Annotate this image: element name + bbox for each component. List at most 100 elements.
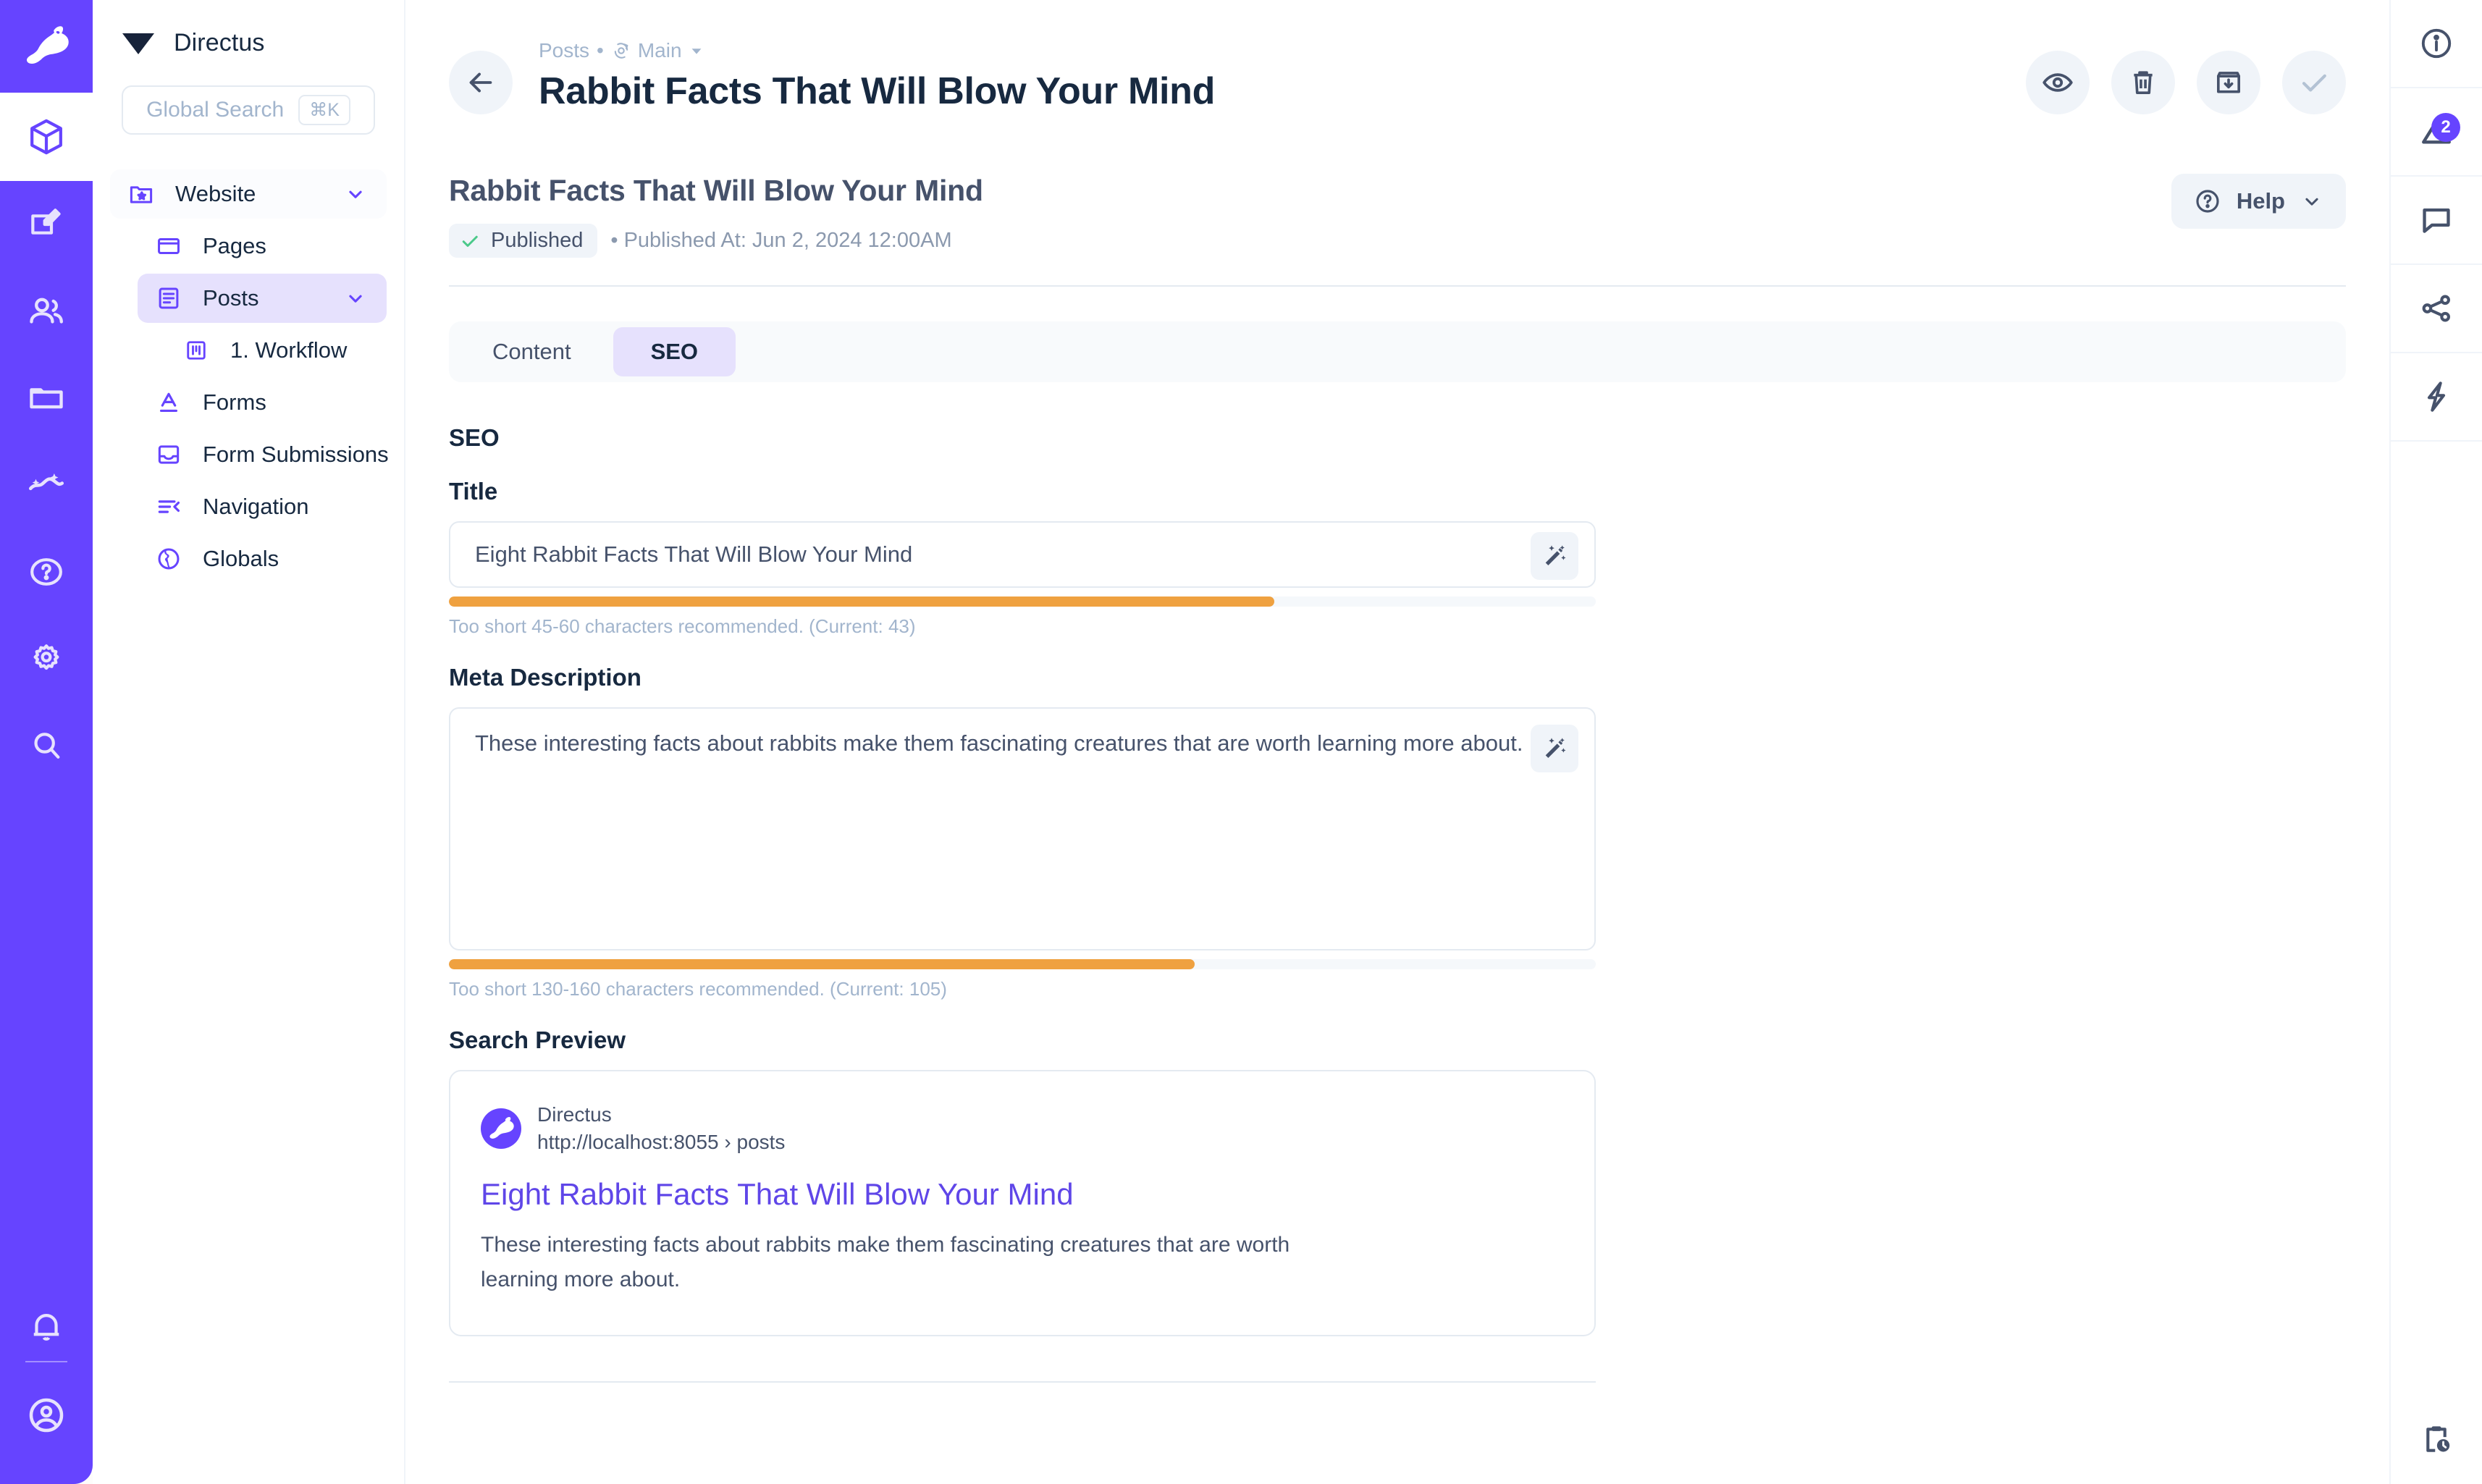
seo-title-input[interactable]: Eight Rabbit Facts That Will Blow Your M… [449,521,1596,588]
kanban-icon [181,335,211,366]
title-progress-track [449,596,1596,607]
search-shortcut-badge: ⌘K [298,94,350,126]
global-search-wrap: Global Search ⌘K [93,85,404,135]
module-item-settings[interactable] [0,615,93,702]
avatar [481,1108,521,1149]
header-divider [449,285,2346,287]
module-item-insights[interactable] [0,442,93,528]
account-button[interactable] [25,1390,68,1441]
edit-square-icon [31,208,61,235]
archive-down-icon [2216,72,2241,93]
module-item-content[interactable] [0,93,93,181]
seo-meta-description-input[interactable]: These interesting facts about rabbits ma… [449,707,1596,950]
search-preview-card: Directus http://localhost:8055 › posts E… [449,1070,1596,1336]
title-field-wrap: Eight Rabbit Facts That Will Blow Your M… [449,521,1596,588]
comments-button[interactable] [2391,177,2482,265]
user-circle-icon [29,1398,64,1433]
page-title: Rabbit Facts That Will Blow Your Mind [539,70,1216,112]
preview-site-url: http://localhost:8055 › posts [537,1131,786,1153]
meta-description-wrap: These interesting facts about rabbits ma… [449,707,1596,950]
folder-icon [30,388,63,409]
search-input[interactable]: Global Search ⌘K [122,85,375,135]
title-progress-fill [449,596,1275,607]
preview-result-title[interactable]: Eight Rabbit Facts That Will Blow Your M… [481,1177,1074,1211]
right-rail-spacer [2391,442,2482,1396]
sidebar-item-label: Form Submissions [203,442,389,467]
sidebar-item-label: Globals [203,546,279,571]
share-button[interactable] [2391,265,2482,353]
module-item-users[interactable] [0,268,93,355]
seo-section-title: SEO [449,424,500,451]
sidebar-item-workflow[interactable]: 1. Workflow [165,326,387,375]
lightning-icon [2427,381,2446,412]
published-at: • Published At: Jun 2, 2024 12:00AM [610,229,952,252]
clipboard-clock-icon [2426,1426,2450,1452]
revisions-badge: 2 [2431,113,2460,142]
module-bottom-group [25,1302,68,1484]
document-meta: Published • Published At: Jun 2, 2024 12… [449,224,983,258]
help-label: Help [2236,188,2285,214]
tab-label: SEO [650,339,699,364]
eye-icon [2043,73,2073,92]
tab-seo[interactable]: SEO [613,327,736,376]
version-history-button[interactable] [2391,1396,2482,1484]
title-block: Posts • Main Rabbit Facts That Will Blow… [539,36,2026,113]
module-divider [25,1361,67,1362]
sidebar-item-label: 1. Workflow [230,337,348,363]
tab-content[interactable]: Content [455,327,609,376]
module-item-editor[interactable] [0,181,93,268]
help-button[interactable]: Help [2171,174,2346,229]
sidebar-item-website[interactable]: Website [110,169,387,219]
project-name: Directus [174,28,265,56]
title-field-label: Title [449,478,498,505]
module-item-search[interactable] [0,702,93,789]
search-preview-label: Search Preview [449,1026,626,1053]
chevron-down-icon [2305,198,2318,206]
notifications-button[interactable] [26,1302,67,1352]
save-button[interactable] [2282,51,2346,114]
chevron-down-icon[interactable] [343,182,368,206]
preview-site: Directus http://localhost:8055 › posts [481,1103,1564,1154]
sidebar-item-label: Navigation [203,494,309,519]
bottom-divider [449,1381,1596,1383]
document-head: Rabbit Facts That Will Blow Your Mind Pu… [449,153,2346,258]
chevron-down-icon[interactable] [343,286,368,311]
directus-logo[interactable] [0,0,93,93]
main-body: Rabbit Facts That Will Blow Your Mind Pu… [405,153,2389,1484]
breadcrumb-collection[interactable]: Posts [539,39,590,62]
magic-wand-icon[interactable] [1531,532,1578,580]
delete-button[interactable] [2111,51,2175,114]
check-icon [2302,74,2326,92]
module-item-docs[interactable] [0,528,93,615]
info-sidebar-button[interactable] [2391,0,2482,88]
sidebar-item-forms[interactable]: Forms [138,378,387,427]
nav-list-icon [153,492,184,522]
magic-wand-icon[interactable] [1531,725,1578,772]
trash-icon [2134,71,2153,95]
preview-button[interactable] [2026,51,2090,114]
sidebar-item-label: Website [175,181,256,206]
back-button[interactable] [449,51,513,114]
meta-description-progress-fill [449,959,1195,969]
sidebar-item-navigation[interactable]: Navigation [138,482,387,531]
right-sidebar: 2 [2389,0,2482,1484]
inbox-icon [153,439,184,470]
sidebar-item-pages[interactable]: Pages [138,222,387,271]
breadcrumb-branch[interactable]: Main [611,39,704,62]
sidebar-header: Directus [93,0,404,85]
caret-down-icon [691,49,701,54]
flows-button[interactable] [2391,353,2482,442]
meta-description-progress-track [449,959,1596,969]
sidebar-item-globals[interactable]: Globals [138,534,387,583]
revisions-button[interactable]: 2 [2391,88,2482,177]
search-placeholder: Global Search [146,98,285,122]
archive-button[interactable] [2197,51,2260,114]
navigation-sidebar: Directus Global Search ⌘K Website [93,0,405,1484]
sidebar-item-form-submissions[interactable]: Form Submissions [138,430,389,479]
status-label: Published [491,229,584,252]
module-item-files[interactable] [0,355,93,442]
header-actions [2026,51,2346,114]
directus-rabbit-logo-icon [27,26,69,64]
sidebar-item-posts[interactable]: Posts [138,274,387,323]
